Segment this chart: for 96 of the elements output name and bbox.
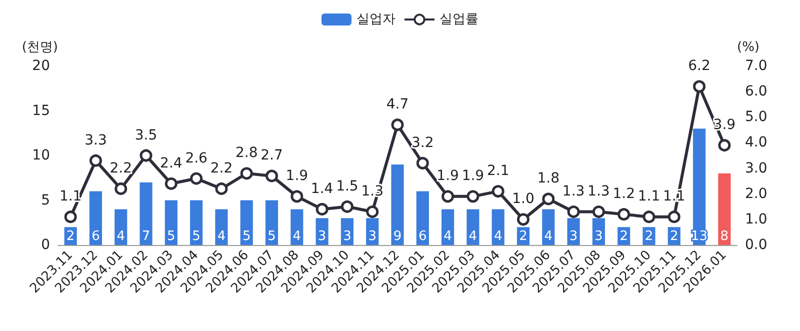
data-label: 2 [620,229,628,244]
data-label: 6.2 [688,58,710,74]
data-label: 2.6 [185,150,208,166]
data-label: 1.4 [310,180,334,197]
y2-tick-label: 1.0 [745,211,768,228]
point [718,139,731,152]
data-label: 5 [268,229,276,244]
data-label: 2.1 [486,163,510,180]
data-label: 2 [519,229,528,244]
data-label: 4 [116,229,126,244]
data-label: 4 [292,229,302,244]
data-label: 3 [569,229,578,244]
y2-axis-title: (%) [737,40,760,55]
data-label: 1.8 [537,170,560,187]
point [64,210,77,224]
data-label: 2 [66,229,75,244]
y2-tick-label: 2.0 [745,186,768,202]
data-label: 4 [217,229,226,244]
data-label: 1.1 [638,188,660,205]
point [517,213,530,226]
data-label: 7 [142,229,150,244]
y2-tick-label: 5.0 [745,109,768,126]
point [542,192,555,206]
point [592,206,605,218]
y2-tick-label: 3.0 [745,160,768,176]
data-label: 2.2 [110,160,132,176]
data-label: 2.8 [235,145,258,162]
data-label: 3 [368,229,376,244]
data-label: 2.7 [260,148,283,164]
data-label: 2 [670,229,678,244]
data-label: 5 [192,229,200,244]
data-label: 3 [594,229,603,244]
data-label: 3.3 [84,132,107,148]
data-label: 1.9 [436,168,459,184]
data-label: 4 [494,229,502,244]
y-tick-label: 5 [41,192,50,208]
point [290,190,304,203]
data-label: 2 [644,229,654,244]
legend-label: 실업자 [356,12,396,27]
point [240,167,253,180]
point [618,208,630,221]
point [164,177,178,190]
data-label: 5 [167,229,176,244]
point [316,202,328,216]
data-label: 3.2 [412,134,434,151]
point [140,149,152,162]
data-label: 3 [318,229,326,244]
data-label: 3.5 [134,127,158,144]
data-label: 4 [544,229,553,244]
data-label: 4 [468,229,478,244]
data-label: 8 [720,229,729,244]
y-tick-label: 10 [32,148,50,164]
y2-tick-label: 0.0 [745,237,768,253]
point [466,190,480,203]
data-label: 1.9 [462,168,484,184]
point [567,206,580,218]
y-axis-title: (천명) [22,40,58,55]
point [391,118,404,132]
data-label: 5 [242,229,251,244]
point [114,182,128,195]
point [416,156,429,170]
point [190,172,203,185]
point [492,185,504,198]
bar [391,164,404,245]
point [89,154,102,167]
data-label: 4 [444,229,452,244]
data-label: 9 [393,229,402,244]
data-label: 6 [92,229,100,244]
data-label: 1.3 [562,184,585,200]
y-tick-label: 0 [41,237,50,253]
point [442,190,454,203]
y2-tick-label: 4.0 [745,134,768,151]
data-label: 3 [343,229,352,244]
point [366,206,379,218]
data-label: 1.2 [612,186,635,202]
data-label: 1.0 [512,191,534,208]
point [668,210,680,224]
y2-tick-label: 6.0 [745,84,768,100]
data-label: 1.5 [336,178,358,194]
bar [692,128,706,245]
y-tick-label: 20 [32,58,50,74]
y2-tick-label: 7.0 [745,58,768,74]
data-label: 6 [418,229,427,244]
data-label: 2.4 [160,155,182,172]
legend-label: 실업률 [440,12,478,27]
data-label: 4.7 [386,96,409,113]
data-label: 2.2 [210,160,233,176]
point [642,210,656,224]
bar [140,182,152,245]
point [266,170,278,182]
point [340,200,354,213]
point [693,80,706,93]
y-tick-label: 15 [32,102,50,119]
point [215,182,228,195]
data-label: 1.3 [588,184,610,200]
data-label: 1.9 [286,168,308,184]
